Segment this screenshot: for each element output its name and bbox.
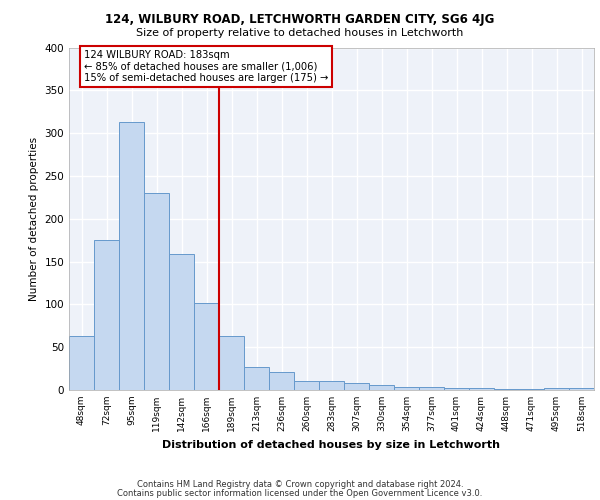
Bar xyxy=(369,385,394,390)
Bar xyxy=(394,386,419,390)
Bar xyxy=(419,388,444,390)
Bar xyxy=(319,382,344,390)
Bar xyxy=(119,122,144,390)
Bar xyxy=(444,388,469,390)
Bar xyxy=(469,388,494,390)
Bar xyxy=(169,254,194,390)
Bar xyxy=(519,389,544,390)
Bar xyxy=(69,336,94,390)
Bar xyxy=(144,193,169,390)
Text: Contains HM Land Registry data © Crown copyright and database right 2024.: Contains HM Land Registry data © Crown c… xyxy=(137,480,463,489)
Bar xyxy=(569,388,594,390)
Bar xyxy=(244,367,269,390)
Bar xyxy=(269,372,294,390)
Text: Size of property relative to detached houses in Letchworth: Size of property relative to detached ho… xyxy=(136,28,464,38)
Bar xyxy=(494,389,519,390)
Text: Contains public sector information licensed under the Open Government Licence v3: Contains public sector information licen… xyxy=(118,488,482,498)
Text: 124 WILBURY ROAD: 183sqm
← 85% of detached houses are smaller (1,006)
15% of sem: 124 WILBURY ROAD: 183sqm ← 85% of detach… xyxy=(84,50,328,84)
Bar xyxy=(219,336,244,390)
Text: 124, WILBURY ROAD, LETCHWORTH GARDEN CITY, SG6 4JG: 124, WILBURY ROAD, LETCHWORTH GARDEN CIT… xyxy=(106,12,494,26)
Bar xyxy=(294,382,319,390)
X-axis label: Distribution of detached houses by size in Letchworth: Distribution of detached houses by size … xyxy=(163,440,500,450)
Bar xyxy=(544,388,569,390)
Bar xyxy=(94,240,119,390)
Bar xyxy=(344,383,369,390)
Bar xyxy=(194,302,219,390)
Y-axis label: Number of detached properties: Number of detached properties xyxy=(29,136,39,301)
